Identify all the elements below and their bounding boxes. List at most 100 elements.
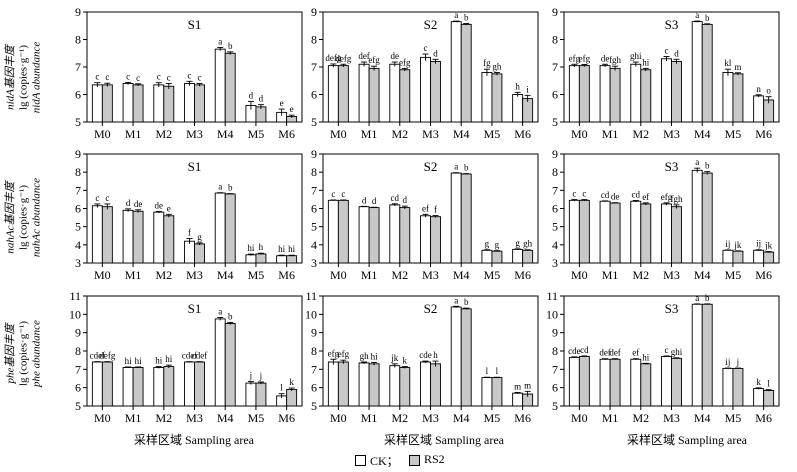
r3-s2-bar-rs2 <box>460 308 472 407</box>
r3-s3-sig-letter-rs2: b <box>705 293 710 303</box>
r2-s3-bar-ck <box>661 203 672 264</box>
r3-s1-sig-letter-rs2: k <box>289 377 294 387</box>
r3-s2-xtick-label: M6 <box>514 411 531 425</box>
r2-s1-bar-rs2 <box>163 215 175 264</box>
r1-s3-sig-letter-ck: c <box>665 46 669 56</box>
r3-s1-xtick-label: M3 <box>186 411 203 425</box>
r3-s2-bar-ck <box>420 361 431 407</box>
r1-s1-sig-letter-rs2: b <box>228 41 233 51</box>
r1-s1-ytick-label: 8 <box>75 33 81 47</box>
r2-s2-ytick-label: 8 <box>311 165 317 179</box>
r1-s2-bar-rs2 <box>491 73 503 123</box>
r3-s2-xtick-label: M1 <box>361 411 378 425</box>
r3-s2-sig-letter-ck: m <box>514 381 521 391</box>
r3-s2-ytick-label: 11 <box>305 289 317 303</box>
r2-s1-ytick-label: 6 <box>75 202 81 216</box>
r1-s1-ytick-label: 7 <box>75 60 81 74</box>
r3-s3-sig-letter-rs2: hi <box>642 352 650 362</box>
r1-s2-bar-rs2 <box>460 23 472 123</box>
r1-s1-xtick-label: M5 <box>248 127 265 141</box>
r3-s2-panel-title: S2 <box>424 301 438 316</box>
r2-s1-ytick-label: 5 <box>75 220 81 234</box>
r2-s1-bar-ck <box>245 254 257 264</box>
r1-s2-bar-ck <box>327 65 339 123</box>
r2-s3-sig-letter-rs2: ef <box>642 192 649 202</box>
r3-s2-xtick-label: M3 <box>422 411 439 425</box>
r3-s1-xtick-label: M2 <box>155 411 172 425</box>
r3-s2-sig-letter-ck: l <box>486 366 489 376</box>
r1-s1-sig-letter-rs2: d <box>259 94 264 104</box>
r2-s3-bar-ck <box>599 200 611 264</box>
r2-s2-ytick-label: 5 <box>311 220 317 234</box>
r1-s3-ytick-label: 8 <box>552 33 558 47</box>
r2-s1-bar-rs2 <box>194 243 205 264</box>
r1-s2-xtick-label: M3 <box>422 127 439 141</box>
r1-s2-ytick-label: 8 <box>311 33 317 47</box>
r3-s2-sig-letter-ck: jk <box>390 353 399 363</box>
r2-s1-bar-ck <box>153 211 165 264</box>
r1-s2-xtick-label: M2 <box>391 127 408 141</box>
r3-s1-ytick-label: 9 <box>75 326 81 340</box>
r2-s1-bar-rs2 <box>132 210 144 264</box>
r1-s3-bar-ck <box>661 58 672 123</box>
r1-s2-bar-rs2 <box>399 69 411 123</box>
r2-s2-bar-ck <box>358 206 370 264</box>
r2-s3-sig-letter-ck: ij <box>756 239 761 249</box>
r3-s1-sig-letter-rs2: hi <box>135 356 143 366</box>
r3-s3-bar-rs2 <box>701 303 713 407</box>
r2-s3-xtick-label: M1 <box>602 268 619 282</box>
r2-s1-xtick-label: M5 <box>248 268 265 282</box>
r3-s1-bar-rs2 <box>163 366 175 407</box>
r3-s3-bar-rs2 <box>640 363 652 407</box>
r1-s3-sig-letter-rs2: fgh <box>609 55 621 65</box>
r2-s1-xtick-label: M3 <box>186 268 203 282</box>
r2-s2-bar-ck <box>481 249 493 264</box>
r2-s2-ytick-label: 4 <box>311 238 317 252</box>
r1-s1-bar-ck <box>122 83 134 123</box>
r2-s2-sig-letter-ck: d <box>362 195 367 205</box>
r2-s1-bar-ck <box>184 240 195 264</box>
r1-s2-ytick-label: 5 <box>311 115 317 129</box>
r2-s3-sig-letter-rs2: c <box>582 189 586 199</box>
r3-s1-bar-ck <box>153 367 165 407</box>
r1-s1-bar-rs2 <box>163 85 175 123</box>
r2-s1-bar-rs2 <box>101 206 113 264</box>
r2-s1-ytick-label: 7 <box>75 183 81 197</box>
r3-s2-ytick-label: 5 <box>311 399 317 413</box>
r3-s3-ytick-label: 8 <box>552 344 558 358</box>
r2-s2-xtick-label: M4 <box>453 268 470 282</box>
r1-s2-bar-rs2 <box>368 67 380 123</box>
r1-s2-ytick-label: 9 <box>311 5 317 19</box>
r1-s1-xtick-label: M1 <box>125 127 142 141</box>
r2-s1-sig-letter-rs2: b <box>228 183 233 193</box>
r1-s3-ytick-label: 7 <box>552 60 558 74</box>
r3-s2-sig-letter-ck: efg <box>328 348 340 358</box>
r3-s1-bar-rs2 <box>224 323 236 407</box>
r2-s1-sig-letter-rs2: h <box>259 242 264 252</box>
r3-s3-bar-ck <box>722 367 734 407</box>
r1-s3-bar-ck <box>599 65 611 123</box>
r2-s1-ytick-label: 8 <box>75 165 81 179</box>
r1-s3-bar-rs2 <box>609 67 621 123</box>
r2-s1-bar-rs2 <box>286 255 298 264</box>
r3-s1-panel-title: S1 <box>188 301 202 316</box>
r3-s1-bar-ck <box>245 382 257 407</box>
r3-s1-ytick-label: 5 <box>75 399 81 413</box>
r2-s3-bar-rs2 <box>763 251 775 264</box>
r2-s3-bar-ck <box>753 249 765 264</box>
r2-s2-bar-rs2 <box>522 249 534 264</box>
r1-s1-bar-rs2 <box>194 84 205 123</box>
r2-s2-xtick-label: M0 <box>330 268 347 282</box>
row3-ylabel: phe基因丰度 lg (copies·g⁻¹) phe abundance <box>5 294 44 414</box>
r2-s2-sig-letter-rs2: gh <box>523 239 533 249</box>
r3-s2-sig-letter-ck: cde <box>419 350 432 360</box>
r3-s2-sig-letter-rs2: l <box>496 366 499 376</box>
r1-s1-xtick-label: M3 <box>186 127 203 141</box>
r3-s2-bar-rs2 <box>399 367 411 407</box>
r2-s3-sig-letter-ck: efg <box>661 192 673 202</box>
r3-s1-ytick-label: 10 <box>69 307 81 321</box>
r3-s1-bar-ck <box>184 361 195 407</box>
r1-s2-sig-letter-ck: c <box>424 43 428 53</box>
r1-s2-sig-letter-ck: def <box>358 51 370 61</box>
